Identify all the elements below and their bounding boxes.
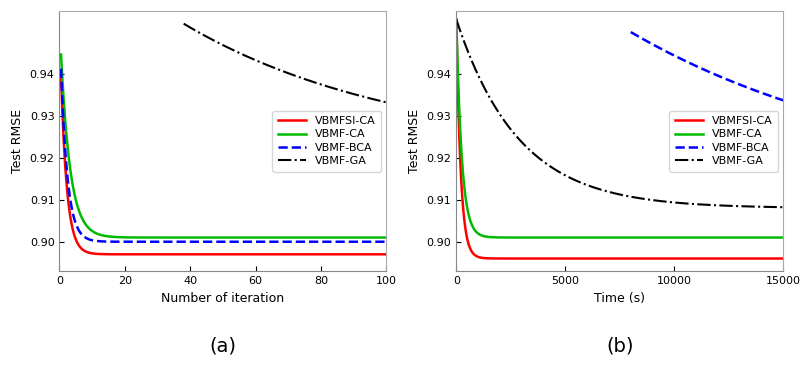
VBMF-GA	[191, 29, 200, 33]
VBMF-GA	[711, 203, 721, 207]
VBMF-GA	[594, 187, 604, 192]
VBMF-GA	[583, 184, 593, 188]
VBMFSI-CA	[484, 256, 494, 261]
VBMF-BCA	[765, 94, 775, 98]
Y-axis label: Test RMSE: Test RMSE	[11, 109, 24, 173]
VBMF-GA	[778, 205, 787, 209]
VBMFSI-CA	[374, 252, 384, 257]
Line: VBMF-BCA: VBMF-BCA	[61, 69, 386, 242]
VBMF-GA	[676, 201, 685, 205]
VBMF-GA	[178, 22, 188, 26]
VBMF-BCA	[280, 239, 290, 244]
VBMFSI-CA	[56, 74, 66, 78]
Line: VBMFSI-CA: VBMFSI-CA	[456, 19, 783, 258]
Text: (a): (a)	[209, 336, 236, 355]
VBMF-CA	[451, 17, 461, 22]
VBMFSI-CA	[778, 256, 787, 261]
VBMFSI-CA	[250, 252, 260, 257]
VBMF-CA	[638, 235, 648, 240]
VBMFSI-CA	[583, 256, 593, 261]
VBMFSI-CA	[260, 252, 270, 257]
VBMF-BCA	[625, 30, 635, 34]
VBMFSI-CA	[381, 252, 391, 257]
Legend: VBMFSI-CA, VBMF-CA, VBMF-BCA, VBMF-GA: VBMFSI-CA, VBMF-CA, VBMF-BCA, VBMF-GA	[272, 110, 380, 172]
VBMF-GA	[364, 96, 374, 100]
Line: VBMF-CA: VBMF-CA	[61, 54, 386, 238]
VBMFSI-CA	[323, 252, 333, 257]
VBMF-BCA	[381, 239, 391, 244]
VBMF-BCA	[56, 66, 66, 71]
VBMFSI-CA	[212, 252, 222, 257]
VBMFSI-CA	[451, 17, 461, 22]
VBMF-BCA	[374, 239, 384, 244]
VBMF-CA	[676, 235, 685, 240]
Line: VBMF-CA: VBMF-CA	[456, 19, 783, 238]
Line: VBMF-BCA: VBMF-BCA	[630, 32, 783, 100]
VBMF-GA	[187, 26, 196, 31]
VBMF-BCA	[323, 239, 333, 244]
VBMF-GA	[484, 95, 494, 100]
VBMF-CA	[778, 235, 787, 240]
VBMF-GA	[451, 17, 461, 22]
VBMF-CA	[484, 235, 494, 239]
Line: VBMF-GA: VBMF-GA	[456, 19, 783, 207]
VBMF-BCA	[654, 46, 663, 50]
X-axis label: Time (s): Time (s)	[594, 292, 645, 304]
VBMF-GA	[706, 203, 715, 207]
VBMF-GA	[381, 100, 391, 105]
VBMF-GA	[217, 42, 226, 47]
VBMFSI-CA	[712, 256, 722, 261]
VBMF-BCA	[211, 239, 221, 244]
VBMFSI-CA	[594, 256, 604, 261]
VBMF-GA	[371, 98, 380, 102]
VBMF-CA	[212, 235, 222, 240]
Legend: VBMFSI-CA, VBMF-CA, VBMF-BCA, VBMF-GA: VBMFSI-CA, VBMF-CA, VBMF-BCA, VBMF-GA	[668, 110, 777, 172]
VBMFSI-CA	[232, 252, 242, 257]
VBMF-CA	[594, 235, 604, 240]
VBMF-CA	[706, 235, 715, 240]
VBMF-GA	[233, 50, 242, 54]
VBMF-CA	[712, 235, 722, 240]
VBMF-BCA	[770, 95, 779, 100]
VBMF-CA	[250, 235, 260, 240]
Text: (b): (b)	[605, 336, 633, 355]
VBMF-CA	[373, 235, 383, 240]
VBMF-BCA	[232, 239, 242, 244]
VBMF-BCA	[212, 239, 222, 244]
VBMF-CA	[376, 235, 386, 240]
VBMF-CA	[323, 235, 333, 240]
VBMF-CA	[583, 235, 593, 240]
VBMF-CA	[211, 235, 221, 240]
Line: VBMFSI-CA: VBMFSI-CA	[61, 76, 386, 254]
VBMF-BCA	[631, 34, 641, 38]
VBMF-BCA	[250, 239, 260, 244]
VBMFSI-CA	[676, 256, 685, 261]
VBMFSI-CA	[211, 252, 221, 257]
VBMF-CA	[232, 235, 242, 240]
VBMF-CA	[381, 235, 391, 240]
X-axis label: Number of iteration: Number of iteration	[161, 292, 284, 304]
VBMF-CA	[56, 52, 66, 57]
VBMF-BCA	[666, 52, 676, 56]
VBMF-BCA	[634, 35, 644, 40]
VBMFSI-CA	[706, 256, 715, 261]
VBMF-BCA	[778, 98, 787, 103]
Line: VBMF-GA: VBMF-GA	[183, 24, 386, 103]
Y-axis label: Test RMSE: Test RMSE	[408, 109, 421, 173]
VBMFSI-CA	[602, 256, 611, 261]
